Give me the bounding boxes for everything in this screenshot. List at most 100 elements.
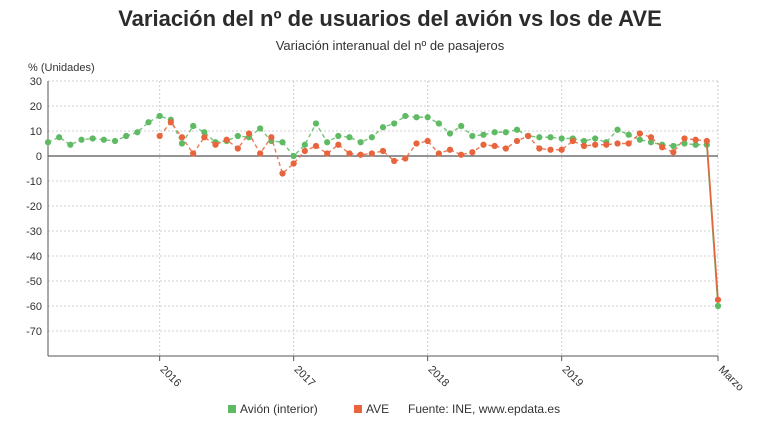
data-point bbox=[446, 146, 454, 153]
data-point bbox=[379, 124, 387, 131]
data-point bbox=[100, 136, 107, 143]
data-point bbox=[681, 140, 688, 147]
legend-label-0: Avión (interior) bbox=[240, 402, 318, 416]
data-point bbox=[491, 142, 498, 150]
data-point bbox=[368, 150, 375, 157]
data-point bbox=[536, 134, 543, 141]
data-point bbox=[111, 137, 119, 145]
data-point bbox=[245, 130, 253, 137]
data-point bbox=[614, 140, 621, 147]
data-point bbox=[78, 136, 85, 143]
data-point bbox=[201, 129, 208, 136]
data-point bbox=[268, 134, 275, 141]
data-point bbox=[67, 141, 74, 148]
data-point bbox=[614, 126, 621, 133]
data-point bbox=[290, 160, 297, 167]
data-point bbox=[592, 141, 599, 148]
legend-swatch-0 bbox=[228, 405, 236, 413]
data-point bbox=[357, 139, 364, 146]
data-point bbox=[301, 141, 308, 148]
data-point bbox=[659, 144, 666, 151]
data-point bbox=[458, 151, 465, 158]
data-point bbox=[312, 120, 320, 127]
data-point bbox=[324, 139, 331, 146]
data-point bbox=[580, 137, 588, 145]
series-drop-segment-1 bbox=[706, 140, 719, 300]
y-tick-label: -30 bbox=[26, 226, 42, 238]
y-tick-label: -10 bbox=[26, 176, 42, 188]
data-point bbox=[547, 146, 554, 153]
data-point bbox=[424, 114, 431, 121]
data-point bbox=[346, 150, 353, 157]
data-point bbox=[647, 139, 655, 146]
data-point bbox=[56, 134, 63, 141]
data-point bbox=[402, 112, 409, 120]
data-point bbox=[290, 152, 297, 160]
data-point bbox=[580, 142, 588, 150]
chart-subtitle: Variación interanual del nº de pasajeros bbox=[275, 38, 505, 53]
data-point bbox=[324, 150, 331, 157]
data-point bbox=[312, 142, 320, 150]
y-tick-label: 10 bbox=[30, 126, 42, 138]
data-point bbox=[379, 147, 387, 155]
y-tick-label: -60 bbox=[26, 301, 42, 313]
data-point bbox=[491, 129, 498, 136]
data-point bbox=[391, 157, 398, 165]
data-point bbox=[703, 137, 710, 145]
x-tick-label: 2017 bbox=[292, 364, 318, 390]
data-point bbox=[301, 147, 308, 155]
data-point bbox=[692, 136, 699, 143]
y-tick-label: 20 bbox=[30, 101, 42, 113]
data-point bbox=[257, 150, 264, 157]
data-point bbox=[368, 134, 375, 141]
data-point bbox=[558, 135, 565, 142]
data-point bbox=[714, 296, 722, 303]
source-label: Fuente: INE, www.epdata.es bbox=[408, 402, 560, 416]
data-point bbox=[647, 134, 655, 141]
data-point bbox=[178, 140, 186, 147]
x-tick-label: 2019 bbox=[560, 364, 586, 390]
data-point bbox=[558, 146, 565, 153]
data-point bbox=[636, 130, 643, 137]
y-tick-label: -20 bbox=[26, 201, 42, 213]
data-point bbox=[413, 114, 420, 121]
x-tick-label: 2016 bbox=[158, 364, 184, 390]
legend-swatch-1 bbox=[354, 405, 362, 413]
data-point bbox=[480, 131, 487, 138]
y-tick-label: -70 bbox=[26, 326, 42, 338]
x-tick-label: Marzo bbox=[716, 364, 746, 394]
data-point bbox=[234, 145, 241, 152]
y-axis-title: % (Unidades) bbox=[28, 62, 95, 74]
data-point bbox=[692, 141, 699, 148]
data-point bbox=[469, 132, 476, 140]
data-point bbox=[513, 137, 521, 145]
data-point bbox=[413, 140, 420, 147]
data-point bbox=[346, 134, 353, 141]
data-point bbox=[547, 134, 554, 141]
data-point bbox=[469, 149, 476, 156]
data-point bbox=[167, 119, 174, 126]
data-point bbox=[234, 132, 241, 140]
data-point bbox=[670, 142, 677, 150]
data-point bbox=[681, 135, 688, 142]
data-point bbox=[279, 139, 286, 146]
data-point bbox=[592, 135, 599, 142]
data-point bbox=[134, 129, 141, 136]
data-point bbox=[446, 130, 454, 137]
data-point bbox=[145, 119, 152, 126]
data-point bbox=[714, 302, 722, 310]
data-point bbox=[212, 141, 219, 148]
legend-label-1: AVE bbox=[366, 402, 389, 416]
data-point bbox=[435, 150, 442, 157]
y-tick-label: -40 bbox=[26, 251, 42, 263]
data-point bbox=[625, 140, 632, 147]
data-point bbox=[670, 149, 677, 156]
data-point bbox=[44, 139, 52, 146]
data-point bbox=[435, 120, 442, 127]
data-point bbox=[513, 126, 521, 133]
data-point bbox=[502, 145, 509, 152]
data-point bbox=[424, 137, 431, 145]
chart-title: Variación del nº de usuarios del avión v… bbox=[118, 6, 662, 31]
